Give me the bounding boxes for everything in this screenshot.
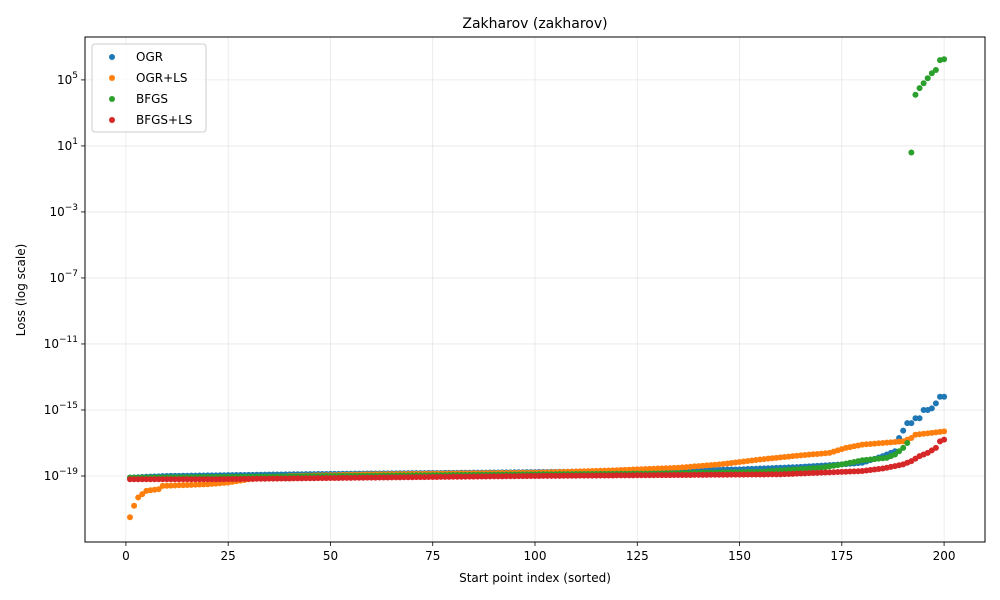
- data-point: [908, 420, 915, 427]
- data-point: [912, 91, 919, 98]
- x-tick-label: 125: [626, 549, 649, 563]
- legend-box: [91, 43, 207, 133]
- data-point: [155, 486, 162, 493]
- data-point: [928, 405, 935, 412]
- data-points: [127, 56, 948, 521]
- legend: OGR OGR+LS BFGS BFGS+LS: [91, 43, 207, 133]
- series-bfgs-ls: [127, 436, 948, 483]
- legend-marker: [109, 117, 115, 123]
- y-tick-label: 10−15: [44, 401, 78, 417]
- y-tick-label: 10−7: [49, 269, 78, 285]
- y-axis-ticks: 10−19 10−15 10−11 10−7 10−3 101 105: [44, 71, 85, 483]
- x-tick-label: 175: [830, 549, 853, 563]
- legend-label: OGR+LS: [136, 71, 187, 85]
- x-axis-ticks: 0 25 50 75 100 125 150 175 200: [122, 542, 956, 563]
- plot-area: [85, 37, 985, 542]
- data-point: [916, 85, 923, 92]
- data-point: [932, 400, 939, 407]
- y-tick-label: 101: [57, 137, 78, 153]
- chart-title: Zakharov (zakharov): [462, 16, 607, 32]
- x-tick-label: 50: [323, 549, 338, 563]
- data-point: [920, 80, 927, 87]
- legend-label: BFGS+LS: [136, 113, 192, 127]
- legend-marker: [109, 96, 115, 102]
- data-point: [924, 75, 931, 82]
- data-point: [941, 428, 948, 435]
- data-point: [900, 444, 907, 451]
- data-point: [896, 448, 903, 455]
- x-tick-label: 0: [122, 549, 130, 563]
- y-axis-label: Loss (log scale): [14, 244, 28, 337]
- data-point: [941, 393, 948, 400]
- data-point: [131, 502, 138, 509]
- data-point: [892, 451, 898, 458]
- data-point: [916, 415, 923, 422]
- x-tick-label: 150: [728, 549, 751, 563]
- data-point: [941, 436, 948, 443]
- x-axis-label: Start point index (sorted): [459, 571, 611, 585]
- grid-lines: [85, 37, 985, 542]
- legend-label: OGR: [136, 50, 163, 64]
- x-tick-label: 75: [425, 549, 440, 563]
- data-point: [900, 427, 907, 434]
- y-tick-label: 10−19: [44, 467, 79, 483]
- x-tick-label: 25: [221, 549, 236, 563]
- data-point: [932, 67, 939, 74]
- x-tick-label: 100: [524, 549, 547, 563]
- data-point: [932, 444, 939, 451]
- x-tick-label: 200: [933, 549, 956, 563]
- legend-marker: [109, 75, 115, 81]
- data-point: [908, 435, 915, 442]
- y-tick-label: 10−3: [49, 203, 78, 219]
- data-point: [928, 70, 935, 77]
- y-tick-label: 105: [57, 71, 78, 87]
- data-point: [135, 494, 142, 501]
- legend-marker: [109, 54, 115, 60]
- data-point: [904, 439, 911, 446]
- data-point: [139, 491, 146, 498]
- y-tick-label: 10−11: [44, 335, 78, 351]
- data-point: [127, 514, 133, 521]
- legend-label: BFGS: [136, 92, 168, 106]
- data-point: [908, 149, 915, 156]
- data-point: [941, 56, 948, 63]
